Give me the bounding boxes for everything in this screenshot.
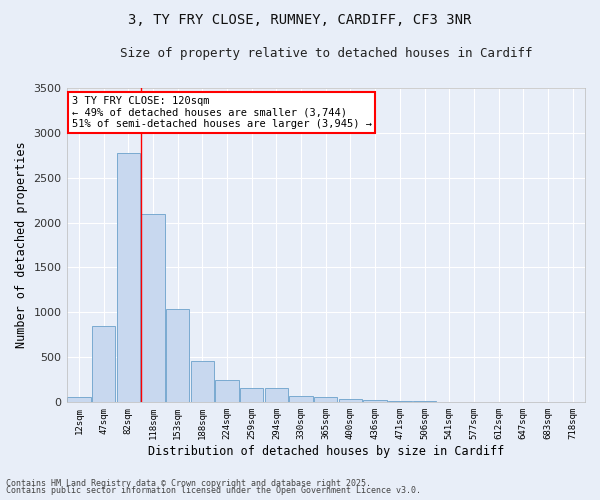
Bar: [67, 397, 91, 402]
Text: Contains public sector information licensed under the Open Government Licence v3: Contains public sector information licen…: [6, 486, 421, 495]
Bar: [314, 397, 337, 402]
Title: Size of property relative to detached houses in Cardiff: Size of property relative to detached ho…: [119, 48, 532, 60]
Bar: [191, 360, 214, 402]
Bar: [215, 380, 239, 402]
Bar: [339, 398, 362, 402]
Bar: [289, 396, 313, 402]
Text: 3 TY FRY CLOSE: 120sqm
← 49% of detached houses are smaller (3,744)
51% of semi-: 3 TY FRY CLOSE: 120sqm ← 49% of detached…: [72, 96, 372, 129]
Y-axis label: Number of detached properties: Number of detached properties: [15, 142, 28, 348]
Bar: [92, 326, 115, 402]
Text: Contains HM Land Registry data © Crown copyright and database right 2025.: Contains HM Land Registry data © Crown c…: [6, 478, 371, 488]
Bar: [116, 152, 140, 402]
X-axis label: Distribution of detached houses by size in Cardiff: Distribution of detached houses by size …: [148, 444, 504, 458]
Bar: [166, 308, 190, 402]
Bar: [240, 388, 263, 402]
Bar: [364, 400, 387, 402]
Bar: [141, 214, 164, 402]
Bar: [265, 388, 288, 402]
Text: 3, TY FRY CLOSE, RUMNEY, CARDIFF, CF3 3NR: 3, TY FRY CLOSE, RUMNEY, CARDIFF, CF3 3N…: [128, 12, 472, 26]
